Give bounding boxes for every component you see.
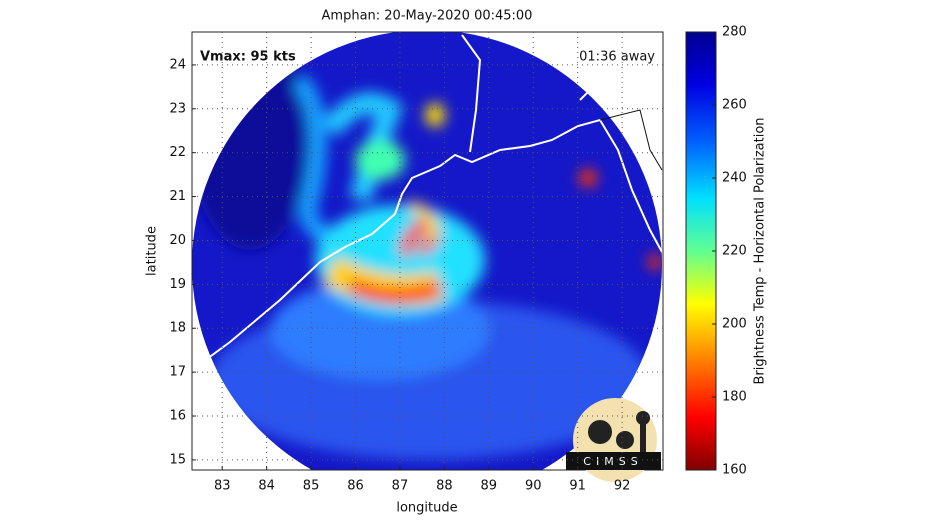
colorbar-tick-label: 280 [722, 25, 747, 40]
away-label: 01:36 away [579, 50, 655, 65]
x-tick-label: 89 [481, 479, 498, 494]
x-tick-label: 88 [436, 479, 453, 494]
y-tick-label: 17 [169, 365, 186, 380]
x-tick-label: 84 [258, 479, 275, 494]
y-tick-label: 20 [169, 233, 186, 248]
logo: CIMSS [566, 398, 661, 482]
x-tick-label: 85 [303, 479, 320, 494]
colorbar-tick-label: 180 [722, 390, 747, 405]
x-tick-label: 91 [569, 479, 586, 494]
colorbar-tick-label: 220 [722, 244, 747, 259]
x-tick-label: 83 [214, 479, 231, 494]
colorbar-tick-label: 240 [722, 171, 747, 186]
colorbar [685, 31, 717, 471]
x-tick-label: 86 [347, 479, 364, 494]
y-tick-label: 24 [169, 57, 186, 72]
vmax-label: Vmax: 95 kts [200, 50, 296, 65]
land-border [599, 109, 663, 171]
storm-image [192, 32, 662, 470]
coastline [192, 34, 663, 371]
colorbar-tick-label: 160 [722, 463, 747, 478]
colorbar-tick-label: 200 [722, 317, 747, 332]
map-area [192, 32, 663, 470]
title: Amphan: 20-May-2020 00:45:00 [322, 9, 533, 24]
logo-text: CIMSS [583, 455, 642, 468]
y-axis-label: latitude [145, 226, 160, 276]
y-tick-label: 23 [169, 101, 186, 116]
y-tick-label: 15 [169, 452, 186, 467]
x-tick-label: 90 [525, 479, 542, 494]
y-tick-label: 22 [169, 145, 186, 160]
y-tick-label: 16 [169, 409, 186, 424]
colorbar-tick-label: 260 [722, 98, 747, 113]
colorbar-label: Brightness Temp - Horizontal Polarizatio… [753, 117, 768, 384]
y-tick-label: 18 [169, 321, 186, 336]
plot-frame [191, 31, 664, 471]
y-tick-label: 21 [169, 189, 186, 204]
x-tick-label: 92 [614, 479, 631, 494]
x-tick-label: 87 [392, 479, 409, 494]
x-axis-label: longitude [396, 501, 457, 516]
y-tick-label: 19 [169, 277, 186, 292]
